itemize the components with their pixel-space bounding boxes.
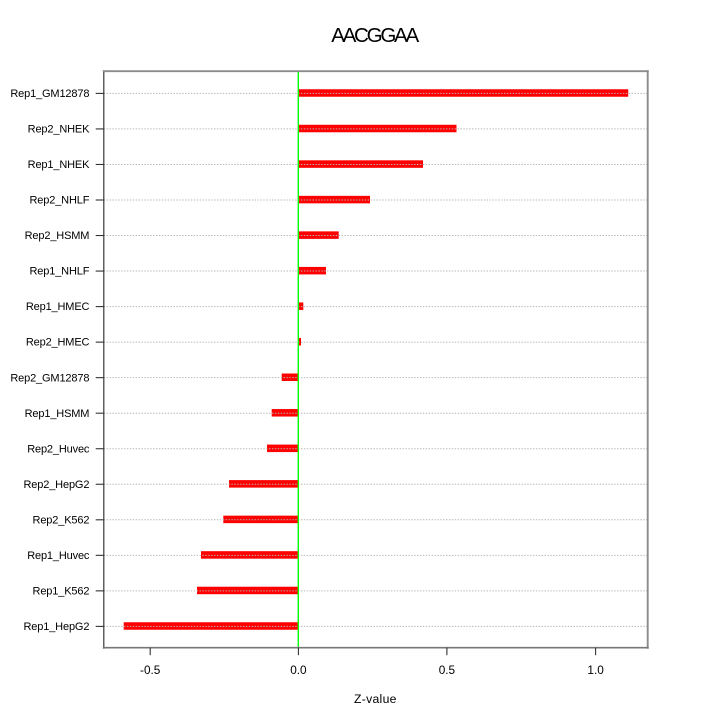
svg-text:Rep2_NHEK: Rep2_NHEK [28,124,90,136]
svg-text:Rep1_Huvec: Rep1_Huvec [27,550,90,562]
svg-text:Rep2_K562: Rep2_K562 [33,514,90,526]
svg-text:Rep1_HepG2: Rep1_HepG2 [24,621,90,633]
svg-text:-0.5: -0.5 [140,663,161,677]
svg-text:Rep1_HMEC: Rep1_HMEC [26,301,90,313]
svg-text:0.0: 0.0 [290,663,307,677]
svg-text:Rep1_NHLF: Rep1_NHLF [30,266,90,278]
svg-text:Rep1_NHEK: Rep1_NHEK [28,159,90,171]
svg-text:Z-value: Z-value [354,692,397,706]
svg-text:0.5: 0.5 [439,663,456,677]
svg-text:AACGGAA: AACGGAA [331,24,419,47]
svg-text:Rep2_HMEC: Rep2_HMEC [26,337,90,349]
svg-text:Rep1_HSMM: Rep1_HSMM [25,408,90,420]
svg-text:Rep2_HepG2: Rep2_HepG2 [24,479,90,491]
svg-text:Rep2_Huvec: Rep2_Huvec [27,443,90,455]
svg-text:Rep1_K562: Rep1_K562 [33,585,90,597]
svg-text:Rep2_NHLF: Rep2_NHLF [30,195,90,207]
svg-text:Rep2_GM12878: Rep2_GM12878 [10,372,89,384]
svg-text:1.0: 1.0 [587,663,604,677]
svg-text:Rep2_HSMM: Rep2_HSMM [25,230,90,242]
svg-text:Rep1_GM12878: Rep1_GM12878 [10,88,89,100]
